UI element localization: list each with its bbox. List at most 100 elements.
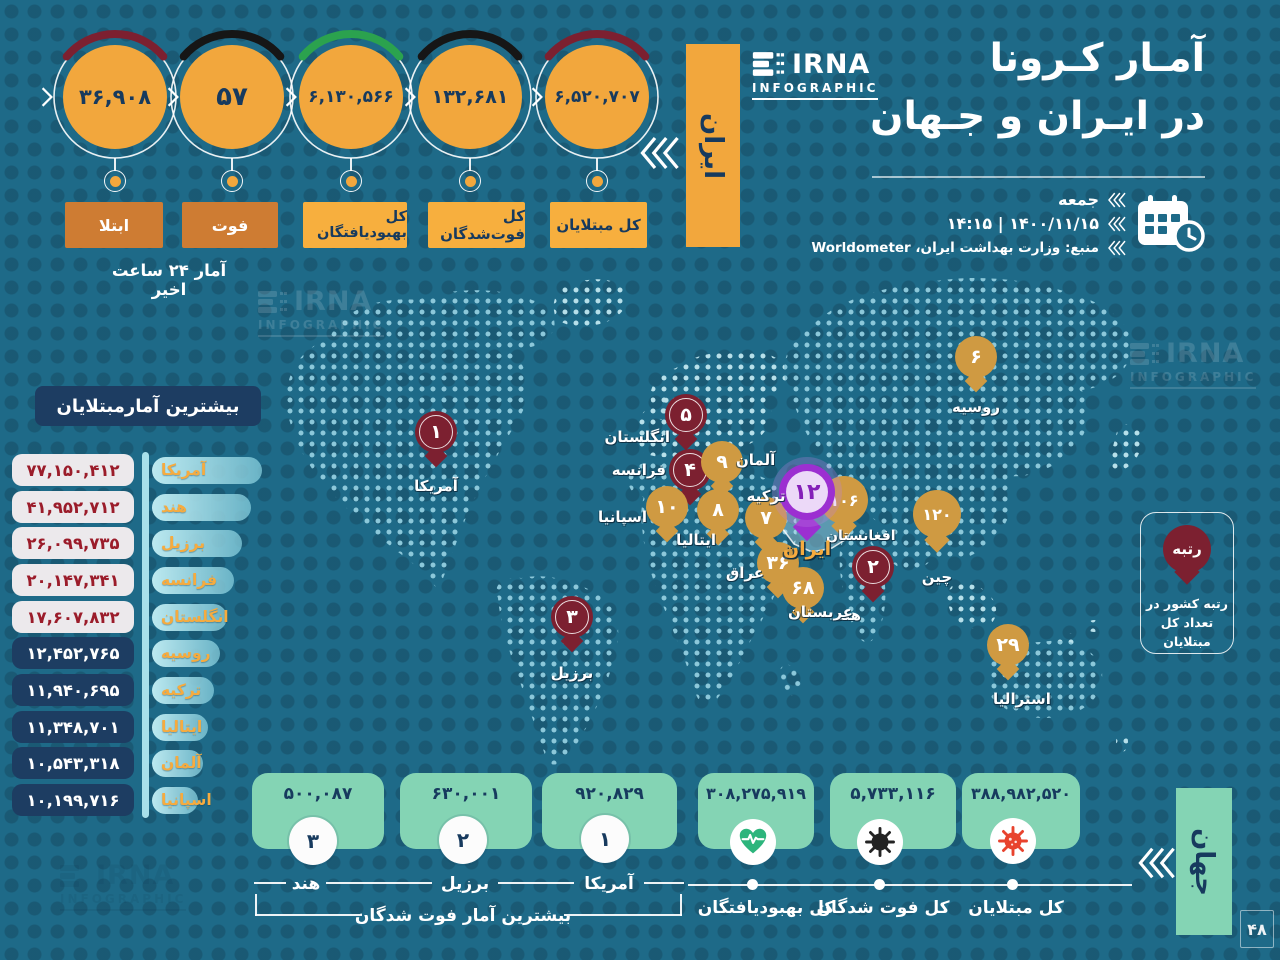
stat-value: ۶,۵۲۰,۷۰۷: [545, 45, 649, 149]
connector-dot: [874, 879, 885, 890]
chevron-right-icon: [285, 87, 297, 107]
pin-head: ۱۰: [646, 486, 688, 528]
source-text: منبع: وزارت بهداشت ایران، Worldometer: [811, 240, 1099, 256]
case-count: ۱۱,۳۴۸,۷۰۱: [26, 717, 120, 737]
rank-number: ۳: [306, 829, 320, 853]
most-infected-title: بیشترین آمارمبتلایان: [35, 386, 261, 426]
pin-rank: ۱: [430, 421, 442, 443]
pin-rank: ۲۹: [996, 634, 1020, 656]
pin-country-label: چین: [921, 568, 953, 586]
case-count-pill: ۲۶,۰۹۹,۷۳۵: [12, 527, 134, 559]
stat-connector: [114, 158, 116, 171]
dash-line: [644, 882, 684, 884]
stat-dot: [459, 170, 481, 192]
country-name: ایتالیا: [161, 717, 203, 736]
region-se-asia: [947, 583, 997, 630]
case-count: ۱۷,۶۰۷,۸۳۲: [26, 607, 120, 627]
case-count-pill: ۲۰,۱۴۷,۳۴۱: [12, 564, 134, 596]
chevrons-left-icon: [1138, 847, 1175, 879]
case-count: ۱۰,۵۴۳,۳۱۸: [26, 753, 120, 773]
stat-connector: [350, 158, 352, 171]
virus-red-icon: [990, 818, 1036, 864]
country-bar: برزیل: [152, 529, 242, 557]
world-section-bar: جهان: [1176, 788, 1232, 935]
country-bar: ترکیه: [152, 676, 214, 704]
case-count: ۲۰,۱۴۷,۳۴۱: [26, 570, 120, 590]
irna-logo: IRNA INFOGRAPHIC: [752, 50, 879, 100]
chevrons-left-icon: [1108, 240, 1126, 256]
pin-head: ۲۹: [987, 624, 1029, 666]
country-name: ترکیه: [161, 680, 202, 699]
pin-rank: ۶۸: [791, 577, 815, 599]
iran-stat-deaths-total: ۱۳۲,۶۸۱ کل فوت‌شدگان: [402, 29, 538, 248]
country-name: انگلستان: [161, 607, 229, 626]
stat-value: ۶,۱۳۰,۵۶۶: [299, 45, 403, 149]
case-count-pill: ۱۰,۱۹۹,۷۱۶: [12, 784, 134, 816]
death-rank-usa: ۱: [581, 815, 629, 863]
date-row-source: منبع: وزارت بهداشت ایران، Worldometer: [811, 240, 1128, 256]
daily-stats-note: آمار ۲۴ ساعت اخیر: [111, 261, 227, 299]
case-count-pill: ۴۱,۹۵۲,۷۱۲: [12, 491, 134, 523]
title-divider: [872, 176, 1205, 178]
bracket-bottom-left: [255, 914, 362, 916]
iran-stat-recovered-total: ۶,۱۳۰,۵۶۶ کل بهبودیافتگان: [283, 29, 419, 248]
world-recovered-label: کل بهبودیافتگان: [697, 898, 835, 918]
list-row-brazil: ۲۶,۰۹۹,۷۳۵ برزیل: [12, 527, 242, 559]
list-row-russia: ۱۲,۴۵۲,۷۶۵ روسیه: [12, 637, 220, 669]
island-3: [1058, 633, 1078, 647]
list-row-spain: ۱۰,۱۹۹,۷۱۶ اسپانیا: [12, 784, 212, 816]
world-box-cases: ۳۸۸,۹۸۲,۵۲۰: [962, 773, 1080, 849]
stat-dot: [221, 170, 243, 192]
case-count: ۲۶,۰۹۹,۷۳۵: [26, 533, 120, 553]
death-rank-india: ۳: [289, 817, 337, 865]
pin-rank: ۶: [970, 346, 982, 368]
chevron-right-icon: [404, 87, 416, 107]
death-count: ۹۲۰,۸۲۹: [575, 784, 644, 804]
page-title-line2: در ایـران و جـهان: [870, 94, 1205, 139]
pin-country-label: عربستان: [788, 603, 854, 621]
country-bar: هند: [152, 493, 251, 521]
country-name: فرانسه: [161, 570, 218, 589]
country-bar: ایتالیا: [152, 713, 208, 741]
weekday-text: جمعه: [1058, 190, 1099, 209]
death-country-brazil: برزیل: [440, 874, 490, 894]
irna-watermark-bottom: IRNA INFOGRAPHIC: [60, 860, 187, 911]
bracket-bottom-right: [564, 914, 682, 916]
brand-name: IRNA: [96, 860, 175, 891]
case-count: ۴۱,۹۵۲,۷۱۲: [26, 497, 120, 517]
list-row-india: ۴۱,۹۵۲,۷۱۲ هند: [12, 491, 251, 523]
chevron-right-icon: [41, 87, 53, 107]
death-country-usa: آمریکا: [584, 874, 634, 894]
stat-value: ۳۶,۹۰۸: [63, 45, 167, 149]
pin-country-label: آلمان: [736, 451, 776, 469]
case-count: ۱۱,۹۴۰,۶۹۵: [26, 680, 120, 700]
case-count-pill: ۱۰,۵۴۳,۳۱۸: [12, 747, 134, 779]
country-bar: روسیه: [152, 639, 220, 667]
stat-value: ۵۷: [180, 45, 284, 149]
page-number: ۴۸: [1240, 910, 1274, 948]
pin-head: ۱۲۰: [913, 490, 961, 538]
datetime-text: ۱۴۰۰/۱۱/۱۵ | ۱۴:۱۵: [946, 214, 1099, 233]
world-recovered-count: ۳۰۸,۲۷۵,۹۱۹: [705, 784, 807, 803]
legend-pin-label: رتبه: [1172, 540, 1202, 558]
irna-flag-icon: [258, 291, 287, 313]
pin-country-label: استرالیا: [993, 690, 1051, 708]
pin-head: رتبه: [1163, 525, 1211, 573]
iran-stat-new-cases: ۳۶,۹۰۸ ابتلا: [47, 29, 183, 248]
top-deaths-title: بیشترین آمار فوت شدگان: [354, 906, 572, 926]
stat-dot: [586, 170, 608, 192]
pin-country-label: ایتالیا: [676, 531, 716, 549]
pin-head: ۲: [852, 546, 894, 588]
iran-section-bar: ایران: [686, 44, 740, 247]
brand-sub: INFOGRAPHIC: [1130, 370, 1257, 389]
pin-rank: ۸: [712, 499, 724, 521]
rank-number: ۱: [598, 827, 612, 851]
pin-country-label: روسیه: [952, 398, 1000, 416]
stat-dot: [340, 170, 362, 192]
irna-watermark-right: IRNA INFOGRAPHIC: [1130, 340, 1257, 389]
iran-section-label: ایران: [698, 112, 728, 179]
list-row-germany: ۱۰,۵۴۳,۳۱۸ آلمان: [12, 747, 203, 779]
brand-name: IRNA: [294, 286, 373, 317]
death-box-india: ۵۰۰,۰۸۷: [252, 773, 384, 849]
